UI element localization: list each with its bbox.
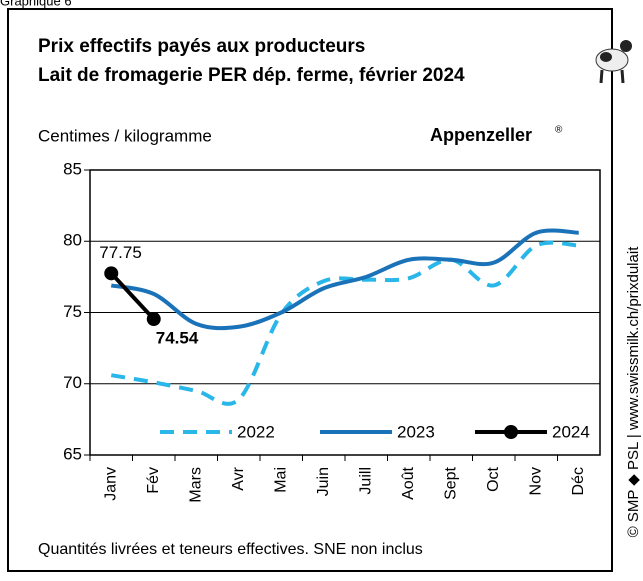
point [147, 312, 161, 326]
page: Graphique 6 Prix effectifs payés aux pro… [0, 0, 643, 576]
legend-label: 2024 [552, 422, 590, 441]
y-tick-label: 85 [63, 159, 82, 178]
legend-label: 2023 [397, 422, 435, 441]
y-tick-label: 75 [63, 302, 82, 321]
cow-icon [596, 40, 632, 83]
value-label: 77.75 [99, 243, 142, 262]
x-tick-label: Nov [527, 467, 544, 495]
y-tick-label: 65 [63, 444, 82, 463]
y-tick-label: 70 [63, 373, 82, 392]
x-tick-label: Juin [315, 467, 332, 496]
series-line [111, 243, 579, 404]
title-line: Lait de fromagerie PER dép. ferme, févri… [38, 65, 465, 86]
title-line: Prix effectifs payés aux producteurs [38, 36, 365, 57]
brand-mark: ® [555, 125, 563, 136]
chart: Graphique 6 Prix effectifs payés aux pro… [0, 0, 643, 576]
x-tick-label: Mars [187, 467, 204, 503]
brand: Appenzeller [430, 125, 532, 145]
x-tick-label: Avr [230, 466, 247, 490]
figure-label: Graphique 6 [0, 0, 72, 8]
y-tick-label: 80 [63, 231, 82, 250]
source: © SMP ◆ PSL | www.swissmilk.ch/prixdulai… [625, 246, 642, 538]
footnote: Quantités livrées et teneurs effectives.… [38, 541, 423, 558]
x-tick-label: Août [400, 466, 417, 499]
x-tick-label: Juill [357, 467, 374, 495]
value-label: 74.54 [156, 329, 199, 348]
x-tick-label: Déc [570, 467, 587, 495]
point [104, 266, 118, 280]
x-tick-label: Janv [102, 467, 119, 501]
frame [8, 9, 612, 571]
x-tick-label: Fév [145, 467, 162, 494]
legend-marker [504, 425, 518, 439]
y-axis-label: Centimes / kilogramme [38, 126, 212, 145]
legend-label: 2022 [237, 422, 275, 441]
x-tick-label: Oct [485, 466, 502, 491]
x-tick-label: Sept [442, 466, 459, 499]
x-tick-label: Mai [272, 467, 289, 493]
